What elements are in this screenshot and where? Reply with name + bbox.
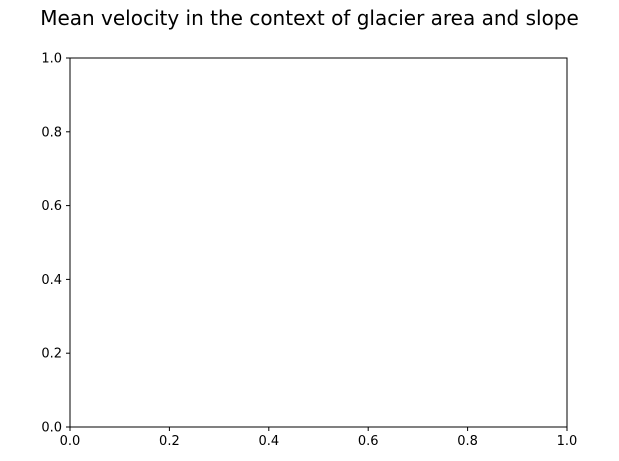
x-axis: 0.0 0.2 0.4 0.6 0.8 1.0 — [60, 427, 578, 449]
y-tick-label: 0.6 — [41, 199, 62, 214]
x-tick-label: 0.0 — [60, 434, 81, 449]
y-tick-label: 1.0 — [41, 52, 62, 67]
y-tick-label: 0.2 — [41, 347, 62, 362]
x-tick-label: 0.2 — [159, 434, 180, 449]
y-tick-label: 0.8 — [41, 125, 62, 140]
y-tick-label: 0.4 — [41, 273, 62, 288]
y-tick-label: 0.0 — [41, 421, 62, 436]
x-tick-label: 0.6 — [358, 434, 379, 449]
x-tick-label: 0.8 — [457, 434, 478, 449]
x-tick-label: 0.4 — [258, 434, 279, 449]
chart-title: Mean velocity in the context of glacier … — [40, 6, 579, 30]
axes-frame — [69, 57, 568, 428]
x-tick-label: 1.0 — [557, 434, 578, 449]
y-axis: 0.0 0.2 0.4 0.6 0.8 1.0 — [41, 52, 70, 436]
